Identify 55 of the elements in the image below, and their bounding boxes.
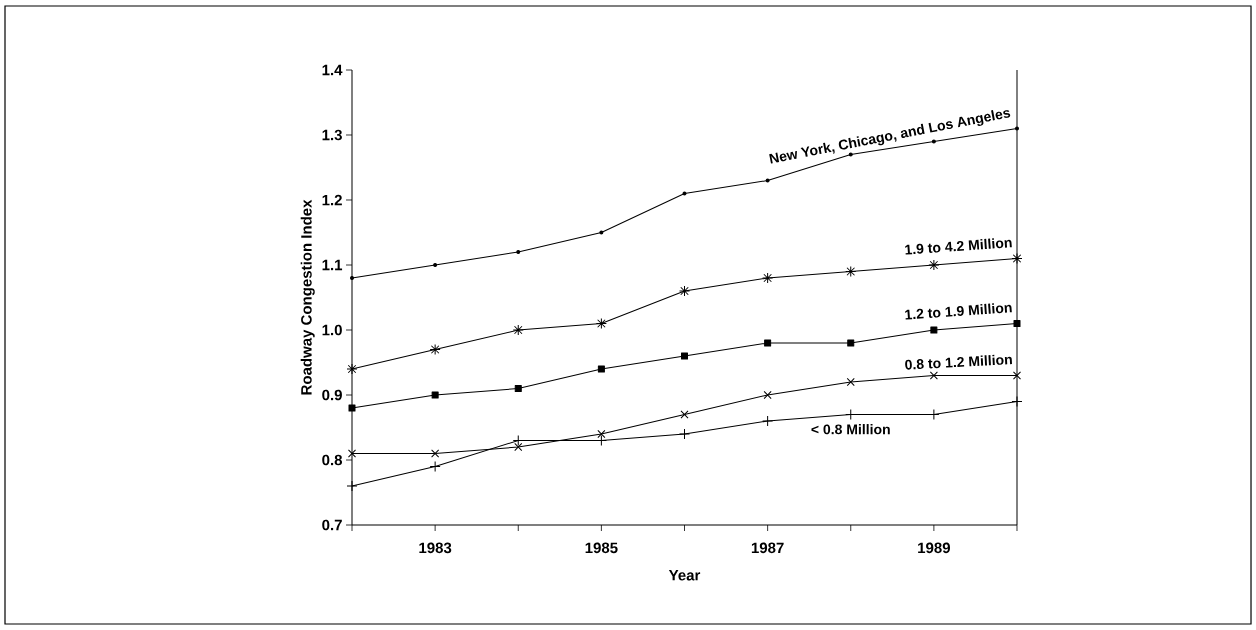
point bbox=[1015, 126, 1019, 131]
y-tick-label: 0.8 bbox=[322, 454, 343, 466]
series-label: 0.8 to 1.2 Million bbox=[905, 354, 1012, 370]
x-tick-label: 1985 bbox=[585, 542, 618, 554]
point bbox=[599, 230, 604, 235]
point bbox=[930, 326, 938, 334]
point bbox=[346, 363, 358, 375]
point bbox=[845, 266, 857, 277]
series-label: < 0.8 Million bbox=[811, 424, 890, 435]
point bbox=[597, 365, 605, 373]
point bbox=[1013, 320, 1021, 327]
point bbox=[764, 339, 772, 347]
point bbox=[929, 371, 938, 380]
point bbox=[846, 377, 855, 387]
x-tick-label: 1983 bbox=[419, 542, 452, 554]
point bbox=[1011, 253, 1023, 264]
x-tick-label: 1989 bbox=[918, 542, 950, 554]
point bbox=[347, 449, 357, 458]
point bbox=[847, 339, 855, 347]
point bbox=[431, 391, 439, 399]
y-tick-label: 1.4 bbox=[322, 64, 343, 76]
point bbox=[350, 276, 354, 280]
point bbox=[765, 178, 770, 183]
series-label: 1.2 to 1.9 Million bbox=[905, 303, 1012, 320]
point bbox=[680, 410, 689, 419]
y-tick-label: 1.1 bbox=[322, 259, 343, 271]
x-axis-title: Year bbox=[668, 570, 701, 581]
point bbox=[431, 449, 440, 458]
y-tick-label: 1.0 bbox=[322, 324, 342, 336]
y-tick-label: 0.7 bbox=[322, 519, 342, 531]
point bbox=[512, 324, 524, 336]
point bbox=[763, 390, 772, 400]
series-label: 1.9 to 4.2 Million bbox=[905, 238, 1012, 255]
y-tick-label: 1.3 bbox=[322, 129, 342, 141]
x-tick-label: 1987 bbox=[751, 542, 784, 554]
point bbox=[681, 352, 688, 360]
y-tick-label: 1.2 bbox=[322, 194, 342, 206]
point bbox=[928, 259, 940, 271]
y-axis-title: Roadway Congestion Index bbox=[300, 199, 315, 395]
point bbox=[514, 442, 523, 452]
point bbox=[433, 263, 438, 267]
text: New York, Chicago, and Los Angeles bbox=[769, 110, 1011, 164]
point bbox=[595, 318, 607, 329]
point bbox=[679, 285, 690, 297]
point bbox=[762, 272, 774, 284]
point bbox=[1012, 371, 1022, 380]
point bbox=[514, 385, 522, 392]
point bbox=[848, 152, 853, 157]
point bbox=[682, 191, 687, 196]
point bbox=[597, 429, 606, 439]
point bbox=[348, 404, 356, 412]
y-tick-label: 0.9 bbox=[322, 389, 342, 401]
point bbox=[516, 250, 521, 254]
point bbox=[931, 139, 936, 144]
point bbox=[429, 344, 441, 355]
